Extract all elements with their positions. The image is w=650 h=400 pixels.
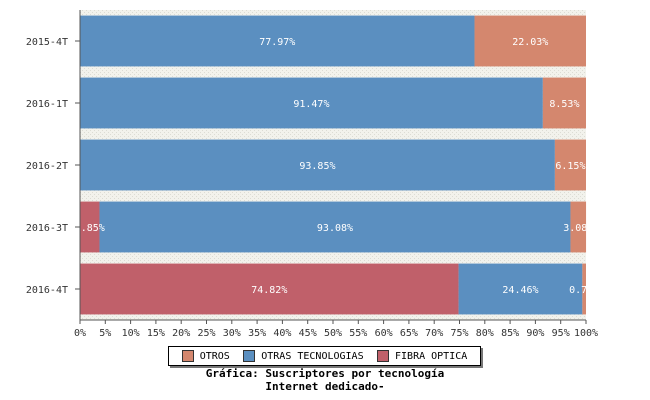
x-tick-label: 25% — [197, 328, 215, 339]
bar-segment — [542, 77, 586, 129]
x-tick-label: 65% — [400, 328, 418, 339]
bar-segment — [554, 139, 586, 191]
chart-title-line-1: Gráfica: Suscriptores por tecnología — [205, 367, 445, 380]
data-label: 0.72% — [569, 285, 599, 296]
axis-layer: 2015-4T 2016-1T 2016-2T 2016-3T 2016-4T 0% 5% 1… — [26, 10, 598, 339]
bar-segment — [582, 263, 586, 315]
legend-swatch — [377, 350, 390, 362]
x-tick-label: 0% — [74, 328, 86, 339]
x-tick-label: 70% — [425, 328, 443, 339]
data-label: 3.85% — [75, 223, 105, 234]
data-label: 77.97% — [259, 37, 295, 48]
bar-segment — [80, 263, 459, 315]
legend-swatch — [181, 350, 194, 362]
bars-layer — [80, 15, 587, 315]
x-tick-label: 45% — [299, 328, 317, 339]
x-tick-label: 100% — [574, 328, 598, 339]
chart-title-line-2: Internet dedicado- — [265, 380, 385, 393]
x-tick-label: 75% — [450, 328, 468, 339]
x-tick-label: 60% — [375, 328, 393, 339]
bar-segment — [458, 263, 583, 315]
category-label: 2016-3T — [26, 223, 68, 234]
category-label: 2016-2T — [26, 161, 68, 172]
legend-item: FIBRA OPTICA — [377, 350, 467, 362]
x-tick-label: 5% — [99, 328, 111, 339]
legend-item: OTRAS TECNOLOGIAS — [243, 350, 364, 362]
x-tick-label: 80% — [476, 328, 494, 339]
legend-swatch — [243, 350, 256, 362]
x-tick-label: 50% — [324, 328, 342, 339]
bar-segment — [80, 77, 543, 129]
chart-title: Gráfica: Suscriptores por tecnología Int… — [0, 367, 650, 393]
category-label: 2016-4T — [26, 285, 68, 296]
category-label: 2016-1T — [26, 99, 68, 110]
legend-item: OTROS — [181, 350, 230, 362]
data-label: 3.08% — [563, 223, 593, 234]
x-tick-label: 90% — [526, 328, 544, 339]
bar-segment — [570, 201, 587, 253]
data-label: 91.47% — [293, 99, 329, 110]
x-tick-label: 10% — [122, 328, 140, 339]
bar-segment — [80, 201, 100, 253]
data-label: 8.53% — [549, 99, 579, 110]
data-label: 6.15% — [555, 161, 585, 172]
x-tick-label: 15% — [147, 328, 165, 339]
data-label: 93.85% — [299, 161, 335, 172]
data-label: 24.46% — [502, 285, 538, 296]
x-tick-label: 40% — [273, 328, 291, 339]
x-tick-label: 85% — [501, 328, 519, 339]
x-tick-label: 55% — [349, 328, 367, 339]
data-label: 22.03% — [512, 37, 548, 48]
bar-segment — [80, 15, 475, 67]
legend-label: OTRAS TECNOLOGIAS — [261, 350, 364, 362]
data-label: 74.82% — [251, 285, 287, 296]
bar-segment — [99, 201, 571, 253]
x-tick-label: 35% — [248, 328, 266, 339]
x-tick-label: 95% — [552, 328, 570, 339]
legend-label: OTROS — [199, 350, 230, 362]
data-labels-layer: 77.97% 22.03% 91.47% 8.53% 93.85% 6.15% 3.85% 9… — [75, 37, 599, 296]
category-label: 2015-4T — [26, 37, 68, 48]
bar-segment — [80, 139, 555, 191]
legend: OTROS OTRAS TECNOLOGIAS FIBRA OPTICA — [168, 346, 481, 366]
x-tick-label: 20% — [172, 328, 190, 339]
bar-segment — [474, 15, 586, 67]
legend-label: FIBRA OPTICA — [395, 350, 468, 362]
x-tick-label: 30% — [223, 328, 241, 339]
data-label: 93.08% — [317, 223, 353, 234]
